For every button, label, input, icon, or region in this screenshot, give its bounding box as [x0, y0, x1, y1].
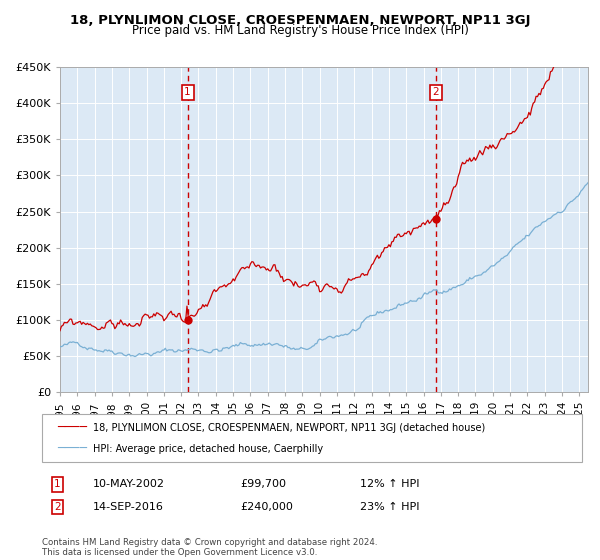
Text: 1: 1	[184, 87, 191, 97]
Text: Contains HM Land Registry data © Crown copyright and database right 2024.
This d: Contains HM Land Registry data © Crown c…	[42, 538, 377, 557]
Text: 2: 2	[433, 87, 439, 97]
Text: Price paid vs. HM Land Registry's House Price Index (HPI): Price paid vs. HM Land Registry's House …	[131, 24, 469, 37]
Text: ────: ────	[57, 421, 87, 434]
Text: 10-MAY-2002: 10-MAY-2002	[93, 479, 165, 489]
Text: £99,700: £99,700	[240, 479, 286, 489]
Text: HPI: Average price, detached house, Caerphilly: HPI: Average price, detached house, Caer…	[93, 444, 323, 454]
Text: 1: 1	[54, 479, 61, 489]
Text: ────: ────	[57, 442, 87, 455]
Text: 18, PLYNLIMON CLOSE, CROESPENMAEN, NEWPORT, NP11 3GJ (detached house): 18, PLYNLIMON CLOSE, CROESPENMAEN, NEWPO…	[93, 423, 485, 433]
Text: 2: 2	[54, 502, 61, 512]
Text: 12% ↑ HPI: 12% ↑ HPI	[360, 479, 419, 489]
Text: 23% ↑ HPI: 23% ↑ HPI	[360, 502, 419, 512]
Text: £240,000: £240,000	[240, 502, 293, 512]
Text: 14-SEP-2016: 14-SEP-2016	[93, 502, 164, 512]
Text: 18, PLYNLIMON CLOSE, CROESPENMAEN, NEWPORT, NP11 3GJ: 18, PLYNLIMON CLOSE, CROESPENMAEN, NEWPO…	[70, 14, 530, 27]
